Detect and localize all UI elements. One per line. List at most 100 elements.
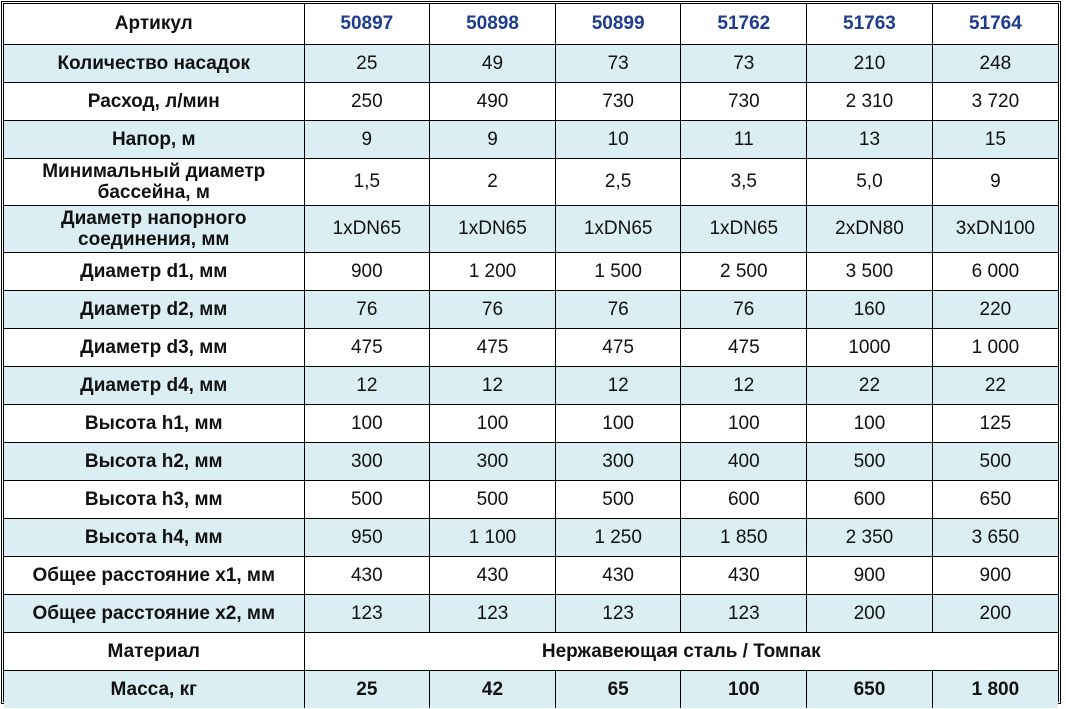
row-label: Высота h2, мм <box>4 441 305 481</box>
table-row: Диаметр d2, мм 76 76 76 76 160 220 <box>4 289 1058 329</box>
material-value: Нержавеющая сталь / Томпак <box>303 631 1058 671</box>
cell-value: 900 <box>806 555 933 595</box>
table-row: Общее расстояние x2, мм 123 123 123 123 200 20… <box>4 593 1058 633</box>
row-label: Диаметр d2, мм <box>4 289 305 329</box>
cell-value: 9 <box>429 119 556 159</box>
header-row: Артикул 50897 50898 50899 51762 51763 51… <box>4 4 1058 45</box>
cell-value: 3 500 <box>806 251 933 291</box>
table-row: Высота h4, мм 950 1 100 1 250 1 850 2 350 3 65… <box>4 517 1058 557</box>
cell-value: 12 <box>680 365 808 405</box>
cell-value: 9 <box>303 119 431 159</box>
article-50897: 50897 <box>303 4 431 45</box>
cell-value: 73 <box>680 43 808 83</box>
cell-value: 1000 <box>806 327 933 367</box>
row-label: Диаметр d1, мм <box>4 251 305 291</box>
cell-value: 25 <box>303 43 431 83</box>
cell-value: 1 250 <box>554 517 682 557</box>
cell-value: 123 <box>303 593 431 633</box>
cell-value: 9 <box>931 157 1058 206</box>
table-row: Количество насадок 25 49 73 73 210 248 <box>4 43 1058 83</box>
cell-value: 76 <box>554 289 682 329</box>
specs-table: Артикул 50897 50898 50899 51762 51763 51… <box>4 4 1058 708</box>
mass-value: 42 <box>429 669 556 708</box>
mass-value: 100 <box>680 669 808 708</box>
cell-value: 1 500 <box>554 251 682 291</box>
cell-value: 2 500 <box>680 251 808 291</box>
row-label: Диаметр d4, мм <box>4 365 305 405</box>
cell-value: 900 <box>931 555 1058 595</box>
cell-value: 3xDN100 <box>931 204 1058 253</box>
row-label: Общее расстояние x2, мм <box>4 593 305 633</box>
table-row: Общее расстояние x1, мм 430 430 430 430 900 90… <box>4 555 1058 595</box>
table-row: Высота h2, мм 300 300 300 400 500 500 <box>4 441 1058 481</box>
cell-value: 12 <box>429 365 556 405</box>
cell-value: 3,5 <box>680 157 808 206</box>
cell-value: 100 <box>429 403 556 443</box>
article-51762: 51762 <box>680 4 808 45</box>
cell-value: 100 <box>806 403 933 443</box>
cell-value: 5,0 <box>806 157 933 206</box>
cell-value: 500 <box>554 479 682 519</box>
cell-value: 2xDN80 <box>806 204 933 253</box>
table-row: Диаметр напорного соединения, мм 1xDN65 1x… <box>4 204 1058 253</box>
cell-value: 160 <box>806 289 933 329</box>
cell-value: 650 <box>931 479 1058 519</box>
cell-value: 490 <box>429 81 556 121</box>
cell-value: 100 <box>680 403 808 443</box>
cell-value: 730 <box>554 81 682 121</box>
cell-value: 300 <box>429 441 556 481</box>
mass-value: 1 800 <box>931 669 1058 708</box>
cell-value: 12 <box>554 365 682 405</box>
cell-value: 11 <box>680 119 808 159</box>
cell-value: 2 <box>429 157 556 206</box>
cell-value: 248 <box>931 43 1058 83</box>
material-row: Материал Нержавеющая сталь / Томпак <box>4 631 1058 671</box>
table-row: Диаметр d1, мм 900 1 200 1 500 2 500 3 500 6 0… <box>4 251 1058 291</box>
table-row: Напор, м 9 9 10 11 13 15 <box>4 119 1058 159</box>
cell-value: 49 <box>429 43 556 83</box>
cell-value: 900 <box>303 251 431 291</box>
cell-value: 123 <box>429 593 556 633</box>
cell-value: 3 720 <box>931 81 1058 121</box>
cell-value: 500 <box>429 479 556 519</box>
cell-value: 250 <box>303 81 431 121</box>
cell-value: 1 000 <box>931 327 1058 367</box>
cell-value: 6 000 <box>931 251 1058 291</box>
cell-value: 76 <box>429 289 556 329</box>
table-row: Расход, л/мин 250 490 730 730 2 310 3 720 <box>4 81 1058 121</box>
table-row: Диаметр d3, мм 475 475 475 475 1000 1 000 <box>4 327 1058 367</box>
cell-value: 10 <box>554 119 682 159</box>
cell-value: 600 <box>680 479 808 519</box>
cell-value: 430 <box>429 555 556 595</box>
cell-value: 500 <box>303 479 431 519</box>
cell-value: 13 <box>806 119 933 159</box>
cell-value: 100 <box>554 403 682 443</box>
cell-value: 1xDN65 <box>680 204 808 253</box>
article-51764: 51764 <box>931 4 1058 45</box>
cell-value: 950 <box>303 517 431 557</box>
table-row: Высота h3, мм 500 500 500 600 600 650 <box>4 479 1058 519</box>
cell-value: 123 <box>680 593 808 633</box>
cell-value: 73 <box>554 43 682 83</box>
cell-value: 1xDN65 <box>429 204 556 253</box>
cell-value: 1xDN65 <box>303 204 431 253</box>
cell-value: 430 <box>303 555 431 595</box>
cell-value: 730 <box>680 81 808 121</box>
article-51763: 51763 <box>806 4 933 45</box>
cell-value: 1,5 <box>303 157 431 206</box>
cell-value: 76 <box>680 289 808 329</box>
mass-value: 650 <box>806 669 933 708</box>
cell-value: 210 <box>806 43 933 83</box>
article-50898: 50898 <box>429 4 556 45</box>
cell-value: 300 <box>303 441 431 481</box>
cell-value: 100 <box>303 403 431 443</box>
header-label: Артикул <box>4 4 305 45</box>
row-label: Напор, м <box>4 119 305 159</box>
cell-value: 200 <box>931 593 1058 633</box>
cell-value: 12 <box>303 365 431 405</box>
cell-value: 2,5 <box>554 157 682 206</box>
article-50899: 50899 <box>554 4 682 45</box>
cell-value: 15 <box>931 119 1058 159</box>
cell-value: 475 <box>303 327 431 367</box>
